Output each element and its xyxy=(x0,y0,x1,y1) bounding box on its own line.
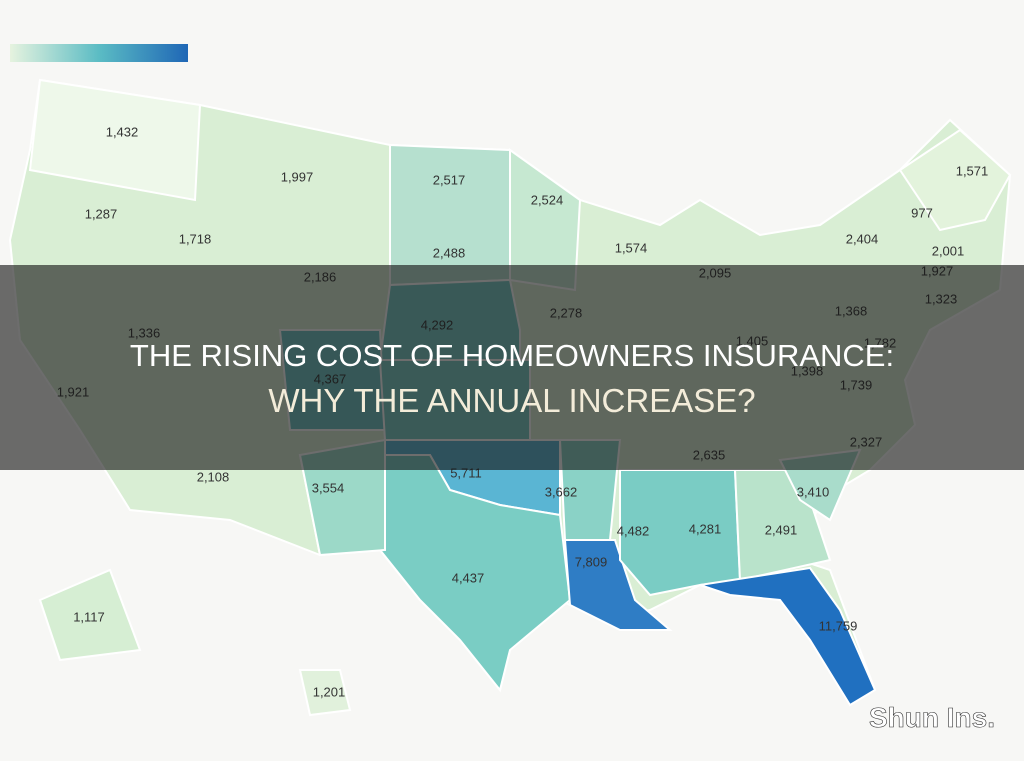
state-value: 3,410 xyxy=(797,484,830,499)
state-value: 2,001 xyxy=(932,243,965,258)
brand: Shun Ins. xyxy=(869,702,995,733)
state-value: 1,574 xyxy=(615,240,648,255)
state-value: 11,759 xyxy=(819,618,858,633)
state-value: 1,571 xyxy=(956,163,989,178)
state-value: 3,554 xyxy=(312,480,345,495)
state-value: 4,482 xyxy=(617,523,650,538)
state-value: 1,718 xyxy=(179,231,212,246)
state-value: 2,404 xyxy=(846,231,879,246)
state-value: 4,437 xyxy=(452,570,485,585)
washington xyxy=(28,78,202,202)
state-value: 7,809 xyxy=(575,554,608,569)
hawaii xyxy=(298,669,352,717)
state-value: 3,662 xyxy=(545,484,578,499)
maine xyxy=(898,128,1012,232)
state-value: 977 xyxy=(911,205,933,220)
florida xyxy=(699,566,877,707)
legend-scale xyxy=(10,44,188,62)
state-value: 1,287 xyxy=(85,206,118,221)
state-value: 1,997 xyxy=(281,169,314,184)
louisiana xyxy=(563,539,673,631)
state-value: 2,517 xyxy=(433,172,466,187)
state-value: 2,488 xyxy=(433,245,466,260)
alaska xyxy=(38,568,142,662)
state-value: 1,432 xyxy=(106,124,139,139)
title-band xyxy=(0,265,1024,470)
state-value: 1,117 xyxy=(73,609,105,624)
state-value: 4,281 xyxy=(689,521,722,536)
dakotas xyxy=(389,143,511,287)
state-value: 1,201 xyxy=(313,684,346,699)
state-value: 2,491 xyxy=(765,522,798,537)
title-line-2: WHY THE ANNUAL INCREASE? xyxy=(268,382,755,419)
title-line-1: THE RISING COST OF HOMEOWNERS INSURANCE: xyxy=(130,338,894,373)
state-value: 2,108 xyxy=(197,469,230,484)
state-value: 2,524 xyxy=(531,192,564,207)
